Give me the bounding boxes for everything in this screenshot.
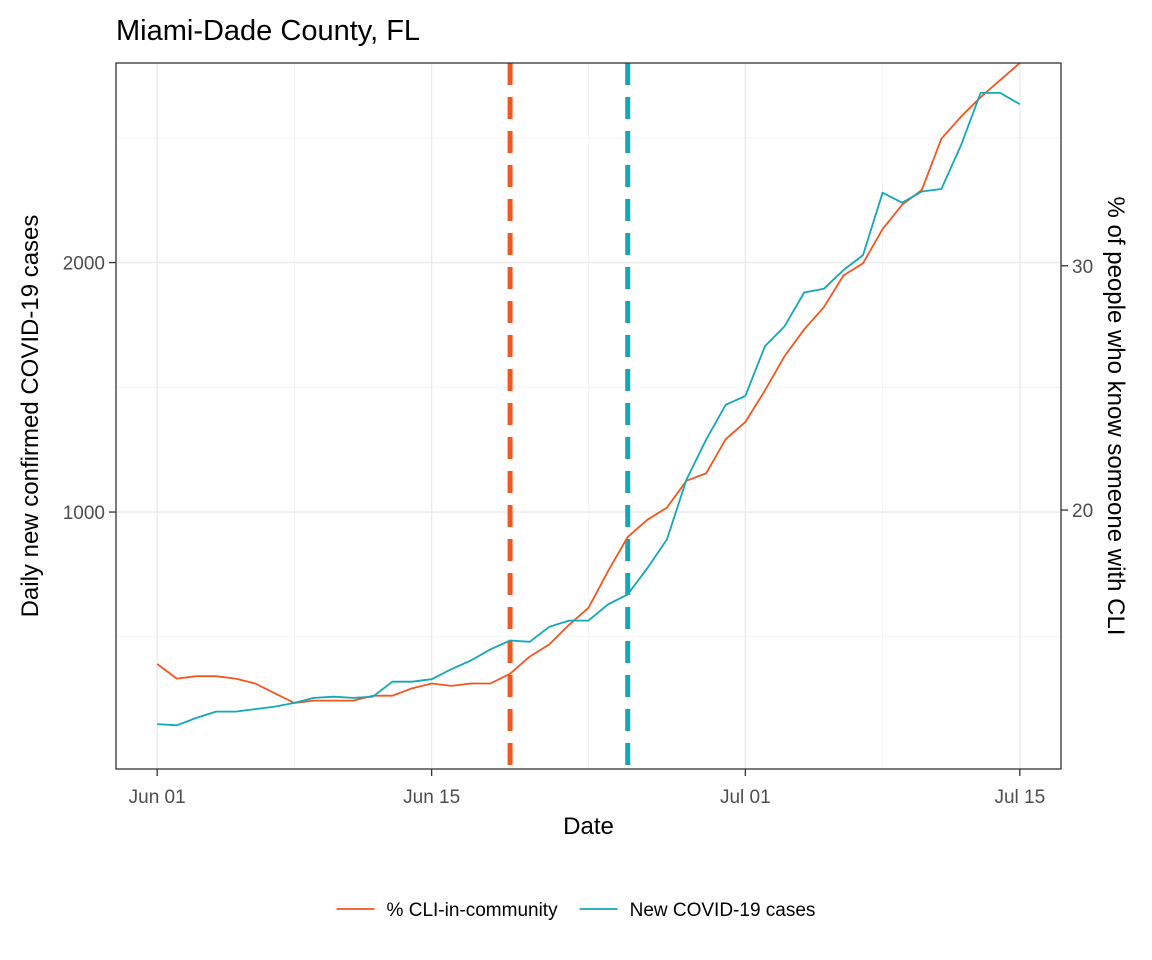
y2-tick-label: 20 bbox=[1072, 501, 1093, 522]
y2-tick-label: 30 bbox=[1072, 257, 1093, 278]
grid bbox=[116, 63, 1061, 769]
x-tick-label: Jun 01 bbox=[129, 787, 186, 808]
y-axis-title: Daily new confirmed COVID-19 cases bbox=[17, 215, 44, 618]
series-lines bbox=[156, 62, 1021, 727]
legend-label-1: % CLI-in-community bbox=[387, 900, 559, 921]
reference-lines bbox=[507, 63, 631, 769]
chart-title: Miami-Dade County, FL bbox=[116, 15, 420, 47]
y-tick-label: 2000 bbox=[63, 254, 105, 275]
series-line-2 bbox=[157, 92, 1021, 727]
legend-label-2: New COVID-19 cases bbox=[630, 900, 816, 921]
x-axis-title: Date bbox=[563, 813, 614, 840]
x-tick-label: Jul 01 bbox=[720, 787, 771, 808]
y2-axis-title: % of people who know someone with CLI bbox=[1102, 197, 1129, 636]
series-line-1 bbox=[156, 62, 1021, 704]
axis-ticks bbox=[109, 261, 1068, 776]
x-tick-label: Jun 15 bbox=[403, 787, 460, 808]
y-tick-label: 1000 bbox=[63, 503, 105, 524]
tick-labels: Jun 01 Jun 15 Jul 01 Jul 15 1000 2000 20 30 bbox=[63, 254, 1093, 808]
plot-panel bbox=[115, 62, 1062, 770]
x-tick-label: Jul 15 bbox=[994, 787, 1045, 808]
legend: % CLI-in-community New COVID-19 cases bbox=[336, 900, 816, 921]
